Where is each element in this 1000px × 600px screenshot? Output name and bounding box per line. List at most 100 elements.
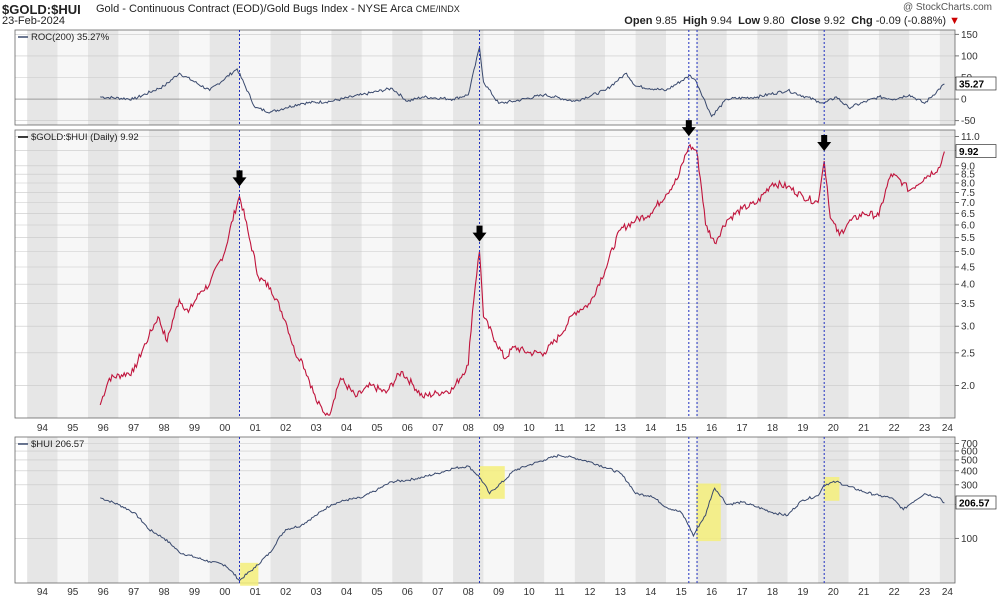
y-tick-label: -50: [961, 116, 976, 127]
x-tick-label: 99: [189, 423, 201, 434]
x-tick-label: 13: [615, 423, 627, 434]
down-arrow-icon: [817, 135, 832, 152]
y-tick-label: 9.0: [961, 161, 975, 172]
x-tick-label: 00: [219, 587, 231, 598]
axis-labels: 9494959596969797989899990000010102020303…: [18, 30, 997, 598]
x-tick-label: 21: [858, 587, 870, 598]
high-label: High: [683, 15, 708, 27]
chart-date: 23-Feb-2024: [2, 15, 65, 27]
x-tick-label: 00: [219, 423, 231, 434]
event-markers: [239, 30, 825, 583]
year-band: [392, 437, 423, 583]
last-value-label: 9.92: [959, 147, 979, 158]
x-tick-label: 12: [584, 587, 596, 598]
x-tick-label: 18: [767, 423, 779, 434]
y-tick-label: 600: [961, 447, 978, 458]
y-tick-label: 7.5: [961, 188, 975, 199]
roc-legend: ROC(200) 35.27%: [31, 32, 110, 43]
y-tick-label: 400: [961, 466, 978, 477]
year-band: [513, 437, 545, 583]
last-value-box: [955, 144, 997, 158]
year-band: [635, 130, 667, 418]
roc-series-line: [100, 47, 945, 118]
y-tick-label: 6.0: [961, 220, 975, 231]
year-band: [696, 130, 727, 418]
x-tick-label: 01: [250, 587, 262, 598]
year-band: [27, 130, 58, 418]
year-band: [848, 130, 879, 418]
x-tick-label: 96: [98, 423, 110, 434]
year-band: [453, 437, 484, 583]
year-band: [605, 130, 636, 418]
year-band: [818, 130, 849, 418]
close-value: 9.92: [823, 15, 846, 27]
year-band: [878, 130, 910, 418]
y-tick-label: 2.0: [961, 381, 975, 392]
y-tick-label: 7.0: [961, 198, 975, 209]
year-band: [757, 437, 788, 583]
x-tick-label: 11: [554, 423, 565, 434]
y-tick-label: 2.5: [961, 348, 975, 359]
year-band: [483, 437, 514, 583]
open-label: Open: [624, 15, 653, 27]
x-tick-label: 07: [432, 587, 444, 598]
x-tick-label: 15: [676, 423, 688, 434]
year-band: [361, 130, 393, 418]
x-tick-label: 09: [493, 587, 505, 598]
year-band: [666, 437, 697, 583]
x-tick-label: 98: [158, 587, 170, 598]
year-band: [209, 130, 241, 418]
year-band: [179, 130, 210, 418]
x-tick-label: 10: [524, 587, 536, 598]
x-tick-label: 02: [280, 423, 292, 434]
y-tick-label: 4.5: [961, 263, 975, 274]
year-band: [422, 437, 454, 583]
x-tick-label: 03: [311, 423, 323, 434]
y-tick-label: 500: [961, 455, 978, 466]
year-bands: [27, 30, 955, 583]
year-band: [361, 437, 393, 583]
year-band: [392, 130, 423, 418]
year-band: [878, 437, 910, 583]
x-tick-label: 95: [67, 587, 79, 598]
x-tick-label: 24: [942, 423, 954, 434]
x-tick-label: 99: [189, 587, 201, 598]
y-tick-label: 5.0: [961, 247, 975, 258]
year-band: [27, 437, 58, 583]
x-tick-label: 17: [736, 423, 748, 434]
y-tick-label: 6.5: [961, 209, 975, 220]
year-band: [240, 130, 271, 418]
x-tick-label: 22: [889, 587, 901, 598]
down-arrow-icon: [472, 225, 487, 242]
chart-header: $GOLD:$HUI Gold - Continuous Contract (E…: [0, 0, 1000, 30]
x-tick-label: 17: [736, 587, 748, 598]
year-band: [544, 437, 575, 583]
x-tick-label: 23: [919, 587, 931, 598]
year-band: [939, 437, 955, 583]
symbol-title: $GOLD:$HUI: [2, 2, 81, 17]
hui-legend: $HUI 206.57: [31, 439, 84, 450]
ohlc-readout: Open 9.85 High 9.94 Low 9.80 Close 9.92 …: [624, 15, 960, 27]
year-band: [605, 437, 636, 583]
year-band: [270, 130, 301, 418]
x-tick-label: 19: [797, 423, 809, 434]
year-band: [939, 130, 955, 418]
y-tick-label: 11.0: [961, 132, 980, 143]
year-band: [666, 130, 697, 418]
chg-value: -0.09 (-0.88%): [875, 15, 947, 27]
x-tick-label: 11: [554, 587, 565, 598]
year-band: [331, 130, 362, 418]
year-band: [757, 130, 788, 418]
year-band: [453, 130, 484, 418]
year-band: [148, 130, 180, 418]
x-tick-label: 97: [128, 587, 140, 598]
x-tick-label: 94: [37, 587, 49, 598]
hui-series-line: [100, 454, 945, 582]
x-tick-label: 95: [67, 423, 79, 434]
last-value-box: [955, 495, 997, 510]
year-band: [726, 130, 758, 418]
year-band: [57, 437, 89, 583]
y-tick-label: 700: [961, 439, 978, 450]
x-tick-label: 02: [280, 587, 292, 598]
